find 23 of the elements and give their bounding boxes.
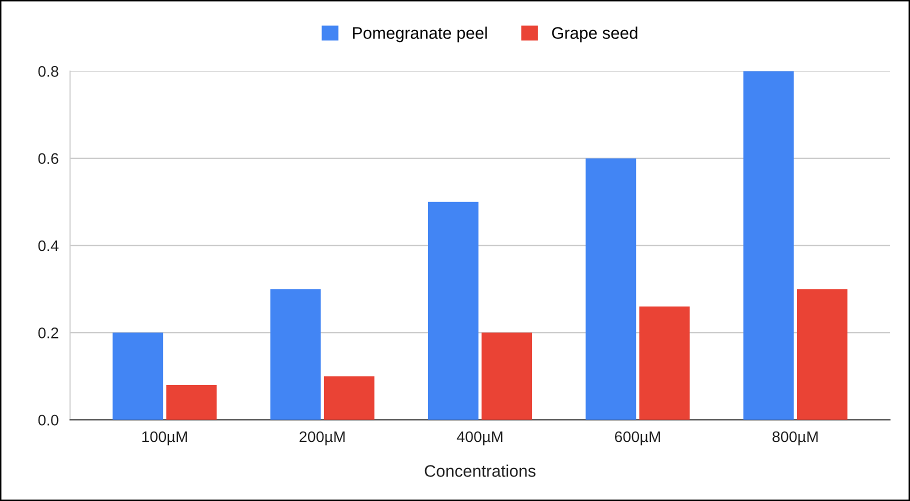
bar <box>428 202 478 420</box>
x-tick-label: 200µM <box>300 431 345 446</box>
x-tick-label: 100µM <box>142 431 187 446</box>
bar <box>639 306 690 420</box>
bar <box>112 332 164 420</box>
y-tick-label: 0.0 <box>38 414 58 426</box>
bar <box>482 332 532 420</box>
bar <box>166 384 217 420</box>
y-tick-label: 0.6 <box>38 153 58 164</box>
bar <box>743 71 794 420</box>
x-tick-label: 600µM <box>614 431 660 446</box>
bar <box>270 289 321 420</box>
bar <box>586 158 636 420</box>
x-axis-title: Concentrations <box>424 464 536 477</box>
x-tick-label: 400µM <box>456 431 502 446</box>
bar <box>324 376 374 420</box>
bar <box>796 289 848 420</box>
legend-label: Pomegranate peel <box>353 26 487 42</box>
y-tick-label: 0.4 <box>38 240 59 252</box>
y-tick-label: 0.2 <box>38 328 58 338</box>
x-tick-label: 800µM <box>772 431 818 446</box>
y-tick-label: 0.8 <box>38 66 58 77</box>
legend-label: Grape seed <box>552 26 638 42</box>
